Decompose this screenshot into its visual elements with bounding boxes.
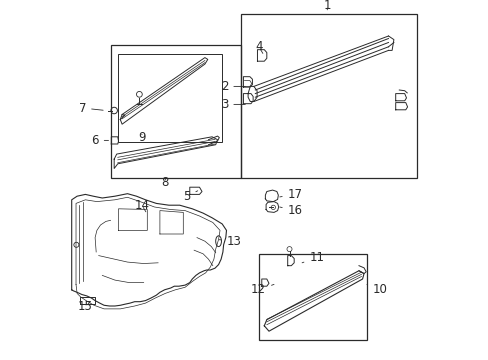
Text: 5: 5 xyxy=(183,190,197,203)
Text: 13: 13 xyxy=(219,235,241,248)
Bar xyxy=(241,14,416,178)
Text: 17: 17 xyxy=(279,188,302,201)
Text: 12: 12 xyxy=(250,283,273,296)
Text: 3: 3 xyxy=(221,98,245,111)
Text: 6: 6 xyxy=(91,134,108,147)
Text: 2: 2 xyxy=(221,80,245,93)
Bar xyxy=(118,54,222,142)
Text: 7: 7 xyxy=(79,102,103,114)
Text: 4: 4 xyxy=(255,40,263,53)
Text: 10: 10 xyxy=(366,283,386,296)
Text: 16: 16 xyxy=(279,204,302,217)
Text: 8: 8 xyxy=(161,176,169,189)
Text: 15: 15 xyxy=(78,300,93,313)
Bar xyxy=(111,45,241,178)
Text: 14: 14 xyxy=(134,199,149,212)
Text: 1: 1 xyxy=(323,0,330,12)
Bar xyxy=(258,254,366,340)
Text: 11: 11 xyxy=(302,251,324,264)
Text: 9: 9 xyxy=(138,131,145,144)
